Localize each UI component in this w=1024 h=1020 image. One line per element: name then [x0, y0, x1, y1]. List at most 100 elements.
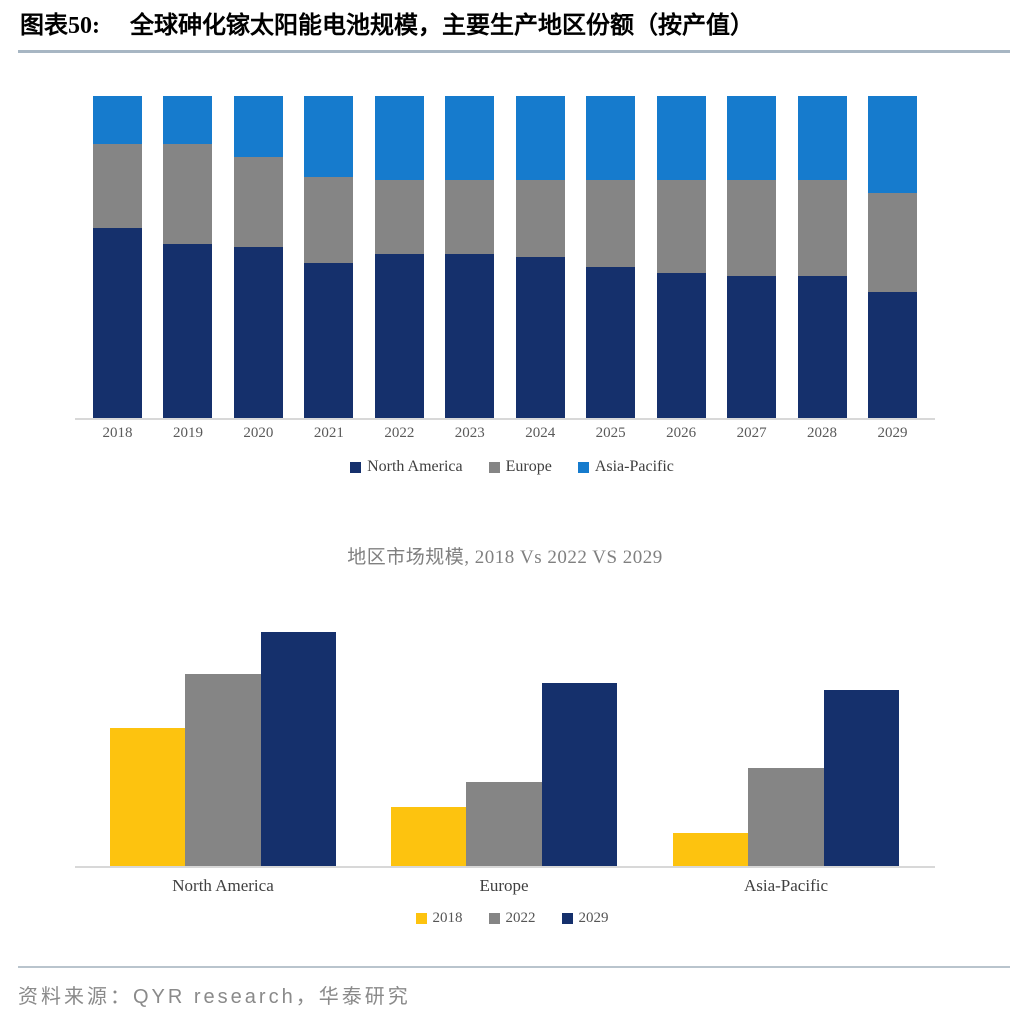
segment-north-america: [798, 276, 847, 418]
stacked-bar-2023: [445, 96, 494, 418]
x-tick-label: 2024: [516, 425, 565, 442]
legend-label: Europe: [506, 458, 552, 476]
segment-europe: [657, 180, 706, 273]
segment-asia-pacific: [586, 96, 635, 180]
segment-north-america: [304, 263, 353, 418]
segment-asia-pacific: [516, 96, 565, 180]
group-label-europe: Europe: [391, 876, 617, 896]
grouped-chart-title: 地区市场规模, 2018 Vs 2022 VS 2029: [0, 542, 1010, 569]
legend-item-europe: Europe: [489, 458, 552, 476]
source-line: 资料来源：QYR research，华泰研究: [18, 980, 411, 1009]
bar-2029-asia-pacific: [824, 690, 899, 866]
figure-label: 图表50:: [20, 13, 100, 39]
segment-asia-pacific: [868, 96, 917, 193]
bar-group-europe: [391, 590, 617, 866]
x-tick-label: 2022: [375, 425, 424, 442]
bar-2018-north-america: [110, 728, 185, 866]
grouped-chart-legend: 2018 2022 2029: [0, 910, 1024, 927]
x-tick-label: 2019: [163, 425, 212, 442]
segment-north-america: [586, 267, 635, 418]
bar-2029-europe: [542, 683, 617, 866]
segment-north-america: [516, 257, 565, 418]
source-text: QYR research，华泰研究: [133, 986, 411, 1008]
legend-swatch-icon: [578, 462, 589, 473]
grouped-chart-x-axis: [75, 866, 935, 868]
x-tick-label: 2018: [93, 425, 142, 442]
x-tick-label: 2025: [586, 425, 635, 442]
segment-asia-pacific: [163, 96, 212, 144]
segment-north-america: [657, 273, 706, 418]
stacked-bar-2029: [868, 96, 917, 418]
segment-europe: [445, 180, 494, 254]
bar-group-north-america: [110, 590, 336, 866]
segment-europe: [234, 157, 283, 247]
legend-label: 2029: [579, 910, 609, 927]
x-tick-label: 2027: [727, 425, 776, 442]
legend-item-2022: 2022: [489, 910, 536, 927]
segment-north-america: [234, 247, 283, 418]
legend-item-asia-pacific: Asia-Pacific: [578, 458, 674, 476]
legend-label: North America: [367, 458, 463, 476]
stacked-bar-2020: [234, 96, 283, 418]
segment-europe: [93, 144, 142, 228]
legend-label: 2022: [506, 910, 536, 927]
legend-label: 2018: [433, 910, 463, 927]
stacked-bar-2022: [375, 96, 424, 418]
bar-2022-asia-pacific: [748, 768, 823, 866]
x-tick-label: 2023: [445, 425, 494, 442]
bar-2029-north-america: [261, 632, 336, 866]
bar-2022-north-america: [185, 674, 260, 866]
segment-europe: [304, 177, 353, 264]
group-label-asia-pacific: Asia-Pacific: [673, 876, 899, 896]
stacked-chart-x-labels: 2018 2019 2020 2021 2022 2023 2024 2025 2026 2027…: [93, 425, 917, 442]
segment-europe: [798, 180, 847, 277]
segment-north-america: [163, 244, 212, 418]
x-tick-label: 2028: [798, 425, 847, 442]
stacked-bar-2018: [93, 96, 142, 418]
segment-europe: [163, 144, 212, 244]
segment-asia-pacific: [657, 96, 706, 180]
x-tick-label: 2020: [234, 425, 283, 442]
legend-swatch-icon: [489, 913, 500, 924]
segment-asia-pacific: [445, 96, 494, 180]
segment-north-america: [445, 254, 494, 418]
legend-item-2018: 2018: [416, 910, 463, 927]
segment-asia-pacific: [234, 96, 283, 157]
bar-2022-europe: [466, 782, 541, 866]
stacked-bar-2026: [657, 96, 706, 418]
figure-header: 图表50: 全球砷化镓太阳能电池规模，主要生产地区份额（按产值）: [20, 10, 1010, 42]
group-label-north-america: North America: [110, 876, 336, 896]
segment-north-america: [868, 292, 917, 418]
segment-asia-pacific: [93, 96, 142, 144]
bar-group-asia-pacific: [673, 590, 899, 866]
stacked-bar-2024: [516, 96, 565, 418]
segment-asia-pacific: [304, 96, 353, 177]
bar-2018-europe: [391, 807, 466, 866]
title-divider: [18, 50, 1010, 53]
segment-north-america: [93, 228, 142, 418]
legend-item-2029: 2029: [562, 910, 609, 927]
segment-asia-pacific: [727, 96, 776, 180]
x-tick-label: 2021: [304, 425, 353, 442]
stacked-bar-chart: [93, 96, 917, 418]
source-divider: [18, 966, 1010, 968]
grouped-bar-chart: [0, 590, 1024, 866]
x-tick-label: 2029: [868, 425, 917, 442]
legend-swatch-icon: [416, 913, 427, 924]
stacked-bar-2025: [586, 96, 635, 418]
bar-2018-asia-pacific: [673, 833, 748, 866]
segment-asia-pacific: [375, 96, 424, 180]
stacked-chart-legend: North America Europe Asia-Pacific: [0, 458, 1024, 476]
x-tick-label: 2026: [657, 425, 706, 442]
legend-item-north-america: North America: [350, 458, 463, 476]
legend-label: Asia-Pacific: [595, 458, 674, 476]
segment-north-america: [727, 276, 776, 418]
legend-swatch-icon: [562, 913, 573, 924]
segment-asia-pacific: [798, 96, 847, 180]
stacked-bar-2027: [727, 96, 776, 418]
stacked-bar-2019: [163, 96, 212, 418]
figure-title: 全球砷化镓太阳能电池规模，主要生产地区份额（按产值）: [130, 13, 754, 39]
segment-europe: [586, 180, 635, 267]
stacked-bar-2021: [304, 96, 353, 418]
segment-europe: [375, 180, 424, 254]
